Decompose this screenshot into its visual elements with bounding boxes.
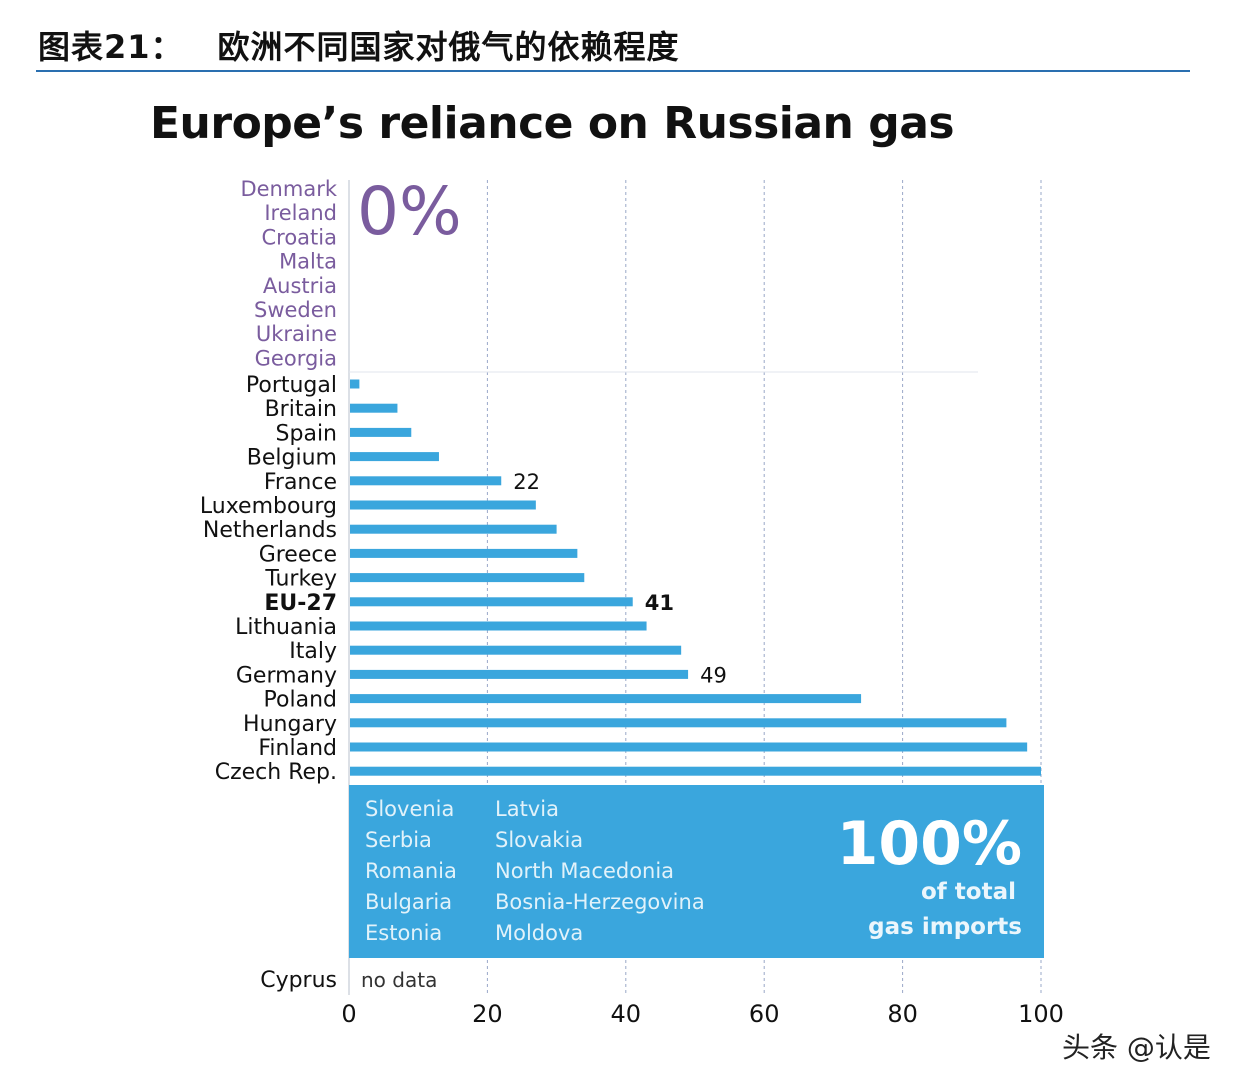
bar xyxy=(350,379,360,389)
bar xyxy=(350,524,557,534)
x-tick-label: 60 xyxy=(749,1000,780,1028)
bar xyxy=(350,718,1007,728)
full-group-box xyxy=(349,785,1044,958)
header-rule xyxy=(36,70,1190,72)
full-country-label: Bosnia-Herzegovina xyxy=(495,890,705,914)
zero-country-label: Ireland xyxy=(264,201,337,225)
full-country-label: Moldova xyxy=(495,921,583,945)
x-tick-label: 40 xyxy=(611,1000,642,1028)
full-percent-label: 100% xyxy=(837,809,1022,879)
category-label: Italy xyxy=(289,639,337,664)
bar xyxy=(350,597,633,607)
no-data-label: no data xyxy=(361,968,437,992)
full-country-label: Latvia xyxy=(495,797,559,821)
zero-country-label: Malta xyxy=(279,250,337,274)
category-label: Belgium xyxy=(247,446,337,471)
category-label: France xyxy=(264,470,337,495)
no-data-category-label: Cyprus xyxy=(260,968,337,993)
category-label: Portugal xyxy=(246,373,337,398)
report-header: 图表21： 欧洲不同国家对俄气的依赖程度 xyxy=(38,22,680,68)
zero-country-label: Georgia xyxy=(255,346,337,370)
data-label: 22 xyxy=(513,470,540,494)
full-sub-label: of total xyxy=(921,879,1016,905)
bar xyxy=(350,645,682,655)
category-label: Poland xyxy=(264,688,337,713)
data-label: 49 xyxy=(700,663,727,687)
category-label: Netherlands xyxy=(203,518,337,543)
bar xyxy=(350,476,502,486)
bar xyxy=(350,573,585,583)
data-label: 41 xyxy=(645,591,674,615)
full-country-label: Estonia xyxy=(365,921,442,945)
category-label: Spain xyxy=(276,421,337,446)
full-country-label: Serbia xyxy=(365,828,432,852)
bar xyxy=(350,500,536,510)
bar xyxy=(350,548,578,558)
zero-percent-label: 0% xyxy=(357,173,462,250)
bar xyxy=(350,669,689,679)
category-label: Hungary xyxy=(243,712,337,737)
category-label: Britain xyxy=(265,397,337,422)
bar xyxy=(350,694,862,704)
figure-label: 图表21： xyxy=(38,28,184,66)
full-country-label: Slovenia xyxy=(365,797,454,821)
zero-country-label: Ukraine xyxy=(256,322,337,346)
category-label: Finland xyxy=(258,736,337,761)
category-label: Luxembourg xyxy=(200,494,337,519)
watermark: 头条 @认是 xyxy=(1062,1031,1211,1064)
zero-country-label: Denmark xyxy=(240,177,337,201)
zero-country-label: Austria xyxy=(263,274,337,298)
category-label: Turkey xyxy=(264,567,337,592)
zero-country-label: Croatia xyxy=(262,225,338,249)
full-country-label: North Macedonia xyxy=(495,859,674,883)
x-tick-label: 100 xyxy=(1018,1000,1064,1028)
full-country-label: Bulgaria xyxy=(365,890,452,914)
x-tick-label: 20 xyxy=(472,1000,503,1028)
full-country-label: Romania xyxy=(365,859,457,883)
bar xyxy=(350,742,1028,752)
category-label: Czech Rep. xyxy=(215,760,337,785)
category-label: Greece xyxy=(259,542,337,567)
bar xyxy=(350,427,412,437)
category-label: Lithuania xyxy=(235,615,337,640)
bar xyxy=(350,403,398,413)
full-country-label: Slovakia xyxy=(495,828,583,852)
zero-country-label: Sweden xyxy=(254,298,337,322)
full-sub-label: gas imports xyxy=(868,914,1022,940)
figure-title: 欧洲不同国家对俄气的依赖程度 xyxy=(217,28,680,66)
chart-title: Europe’s reliance on Russian gas xyxy=(150,98,955,149)
bar xyxy=(350,452,439,462)
x-tick-label: 80 xyxy=(887,1000,918,1028)
bar xyxy=(350,621,647,631)
category-label: Germany xyxy=(236,663,337,688)
x-tick-label: 0 xyxy=(341,1000,356,1028)
category-label: EU-27 xyxy=(264,591,337,616)
bar xyxy=(350,766,1041,776)
